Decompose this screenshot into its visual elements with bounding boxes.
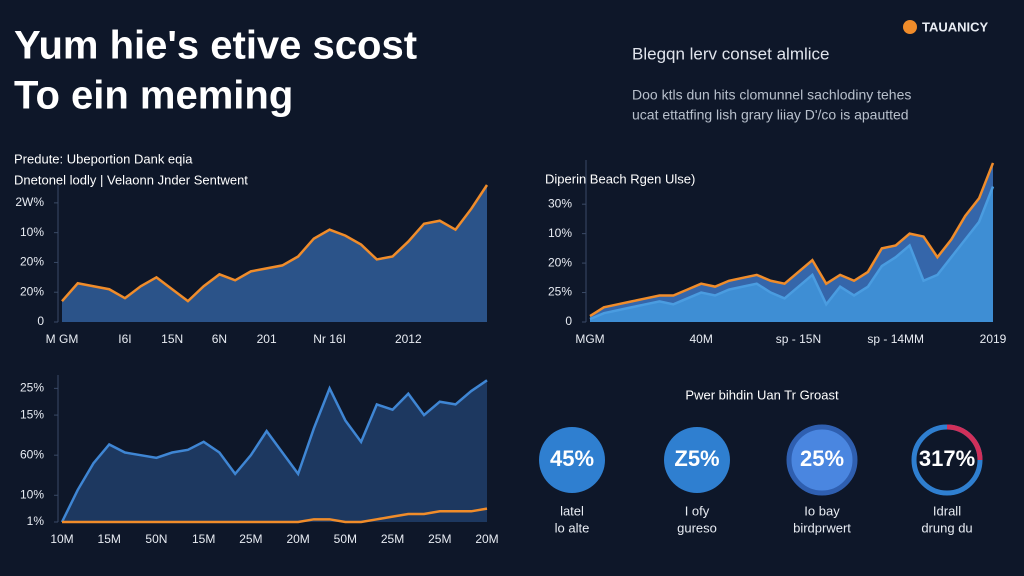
y-tick-label: 60% — [20, 447, 44, 461]
x-tick-label: 15M — [98, 532, 121, 546]
x-tick-label: 50M — [334, 532, 357, 546]
x-tick-label: 2019 — [980, 332, 1007, 346]
line — [589, 162, 995, 318]
text: Doo ktls dun hits clomunnel sachlodiny t… — [632, 87, 911, 103]
y-tick-label: 20% — [548, 255, 572, 269]
text: ucat ettatfing lish grary liiay D'/co is… — [632, 107, 909, 123]
x-tick-label: I6I — [118, 332, 131, 346]
stat-label: Io bay — [804, 503, 840, 518]
y-tick-label: 25% — [548, 285, 572, 299]
y-tick-label: 1% — [27, 514, 45, 528]
stat-value: 25% — [800, 446, 844, 471]
x-tick-label: M GM — [46, 332, 79, 346]
x-tick-label: Nr 16I — [313, 332, 346, 346]
stat-value: Z5% — [674, 446, 719, 471]
title: To ein meming — [14, 74, 293, 118]
stat-circle — [664, 427, 730, 493]
y-tick-label: 20% — [20, 255, 44, 269]
x-tick-label: 15N — [161, 332, 183, 346]
stat-label: drung du — [921, 520, 972, 535]
stat-label: I ofy — [685, 503, 710, 518]
x-tick-label: sp - 15N — [776, 332, 821, 346]
logo-icon — [903, 20, 917, 34]
x-tick-label: 25M — [381, 532, 404, 546]
x-tick-label: 25M — [239, 532, 262, 546]
stat-ring-accent — [946, 424, 983, 461]
x-tick-label: 6N — [212, 332, 227, 346]
line — [61, 184, 489, 303]
x-tick-label: 40M — [690, 332, 713, 346]
x-tick-label: 15M — [192, 532, 215, 546]
x-tick-label: 25M — [428, 532, 451, 546]
line — [60, 379, 488, 523]
x-tick-label: 10M — [50, 532, 73, 546]
area — [62, 380, 487, 522]
y-tick-label: 2W% — [15, 195, 44, 209]
stat-value: 45% — [550, 446, 594, 471]
stat-label: Idrall — [933, 503, 961, 518]
stat-circle — [539, 427, 605, 493]
stat-circle — [786, 424, 858, 496]
subtitle: Blegqn lerv conset almlice — [632, 44, 829, 63]
y-tick-label: 0 — [565, 314, 572, 328]
logo: TAUANICY — [922, 19, 989, 34]
x-tick-label: MGM — [575, 332, 604, 346]
stat-label: latel — [560, 503, 584, 518]
x-tick-label: 50N — [145, 532, 167, 546]
y-tick-label: 25% — [20, 381, 44, 395]
x-tick-label: 201 — [257, 332, 277, 346]
y-tick-label: 0 — [37, 314, 44, 328]
chart-title: Diperin Beach Rgen Ulse) — [545, 171, 695, 186]
chart-subtitle: Dnetonel lodly | Velaonn Jnder Sentwent — [14, 172, 248, 187]
x-tick-label: 2012 — [395, 332, 422, 346]
x-tick-label: 20M — [286, 532, 309, 546]
stat-value: 317% — [919, 446, 975, 471]
y-tick-label: 20% — [20, 284, 44, 298]
stats: 45% latel lo alte Z5% I ofy gureso 25% Io bay bi… — [539, 424, 983, 535]
title: Yum hie's etive scost — [14, 24, 417, 68]
line — [589, 186, 995, 321]
y-tick-label: 15% — [20, 407, 44, 421]
y-tick-label: 10% — [20, 225, 44, 239]
x-tick-label: 20M — [475, 532, 498, 546]
stat-label: birdprwert — [793, 520, 851, 535]
chart-title: Predute: Ubeportion Dank eqia — [14, 151, 193, 166]
y-tick-label: 10% — [548, 226, 572, 240]
x-tick-label: sp - 14MM — [867, 332, 924, 346]
stat-label: lo alte — [555, 520, 590, 535]
area — [590, 186, 993, 322]
stats-title: Pwer bihdin Uan Tr Groast — [685, 387, 839, 402]
line — [62, 507, 488, 524]
stat-label: gureso — [677, 520, 717, 535]
y-tick-label: 30% — [548, 196, 572, 210]
y-tick-label: 10% — [20, 487, 44, 501]
